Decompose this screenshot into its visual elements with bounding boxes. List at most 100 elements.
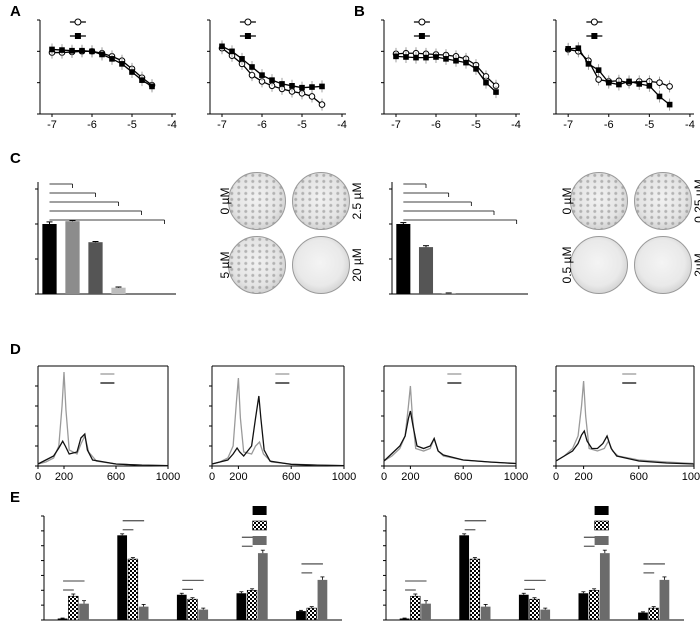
data-point-square	[626, 78, 632, 85]
bar-th1579	[480, 606, 491, 620]
bar-th588	[306, 607, 317, 621]
plate-concentration-label: 5 µM	[218, 251, 232, 279]
chart-C2	[389, 182, 528, 295]
data-point-square	[109, 56, 115, 62]
chart-E1	[41, 506, 342, 621]
bar-dmso	[578, 593, 589, 620]
histogram-dmso	[383, 385, 517, 465]
legend-swatch	[252, 520, 267, 531]
histogram-treatment	[211, 395, 345, 467]
bar-dmso	[236, 593, 247, 620]
legend-marker-square	[74, 33, 81, 39]
bar-10	[111, 287, 126, 294]
data-point-square	[403, 54, 409, 60]
bar-th588	[127, 558, 139, 621]
plate-concentration-label: 0 µM	[560, 187, 574, 215]
data-point-square	[99, 51, 105, 58]
x-tick-label: -4	[511, 119, 521, 131]
legend-swatch	[594, 536, 609, 545]
bar-th588	[246, 589, 258, 621]
panel-letter-e: E	[10, 489, 20, 506]
x-tick-label: 0	[381, 471, 387, 483]
chart-B2: -7 -6 -5 -4	[553, 18, 695, 131]
x-tick-label: -5	[127, 119, 137, 131]
histogram-treatment	[555, 429, 695, 465]
data-point-square	[149, 83, 155, 90]
data-point-square	[139, 77, 145, 83]
x-tick-label: 0	[553, 471, 559, 483]
histogram-treatment	[37, 432, 169, 467]
histogram-dmso	[211, 377, 345, 467]
legend-marker-circle	[74, 18, 82, 26]
x-tick-label: 1000	[504, 471, 528, 483]
plate-concentration-label: 20 µM	[350, 248, 364, 282]
legend-swatch	[252, 536, 267, 545]
data-point-circle	[666, 83, 673, 90]
bar-0.25	[418, 247, 434, 294]
bar-0	[42, 224, 57, 294]
data-point-square	[473, 66, 479, 72]
bar-th588	[469, 558, 481, 621]
bar-dmso	[117, 535, 128, 620]
bar-th1579	[540, 609, 551, 620]
data-point-circle	[318, 101, 326, 108]
x-tick-label: 1000	[332, 471, 356, 483]
data-point-square	[413, 54, 419, 61]
bar-th588	[187, 598, 198, 621]
bar-dmso	[518, 594, 529, 620]
data-point-square	[59, 47, 65, 53]
panel-letter-a: A	[10, 3, 21, 20]
data-point-square	[616, 81, 622, 88]
bar-th1579	[659, 579, 670, 620]
legend-marker-square	[418, 33, 425, 39]
bar-dmso	[296, 611, 306, 620]
data-point-square	[433, 54, 439, 60]
bar-th1579	[599, 553, 610, 620]
x-tick-label: 200	[401, 471, 419, 483]
data-point-square	[605, 79, 612, 86]
x-tick-label: 600	[630, 471, 648, 483]
data-point-circle	[656, 79, 663, 86]
colony-plate	[634, 236, 692, 294]
data-point-square	[229, 48, 235, 55]
bar-th588	[588, 589, 600, 621]
bar-th588	[529, 598, 540, 621]
bar-0.5	[441, 293, 456, 294]
x-tick-label: -6	[431, 119, 441, 131]
bar-dmso	[176, 594, 187, 620]
histogram-dmso	[37, 371, 169, 467]
data-point-square	[249, 64, 255, 70]
legend-marker-circle	[244, 18, 252, 26]
bar-0	[396, 224, 411, 294]
bar-th588	[68, 595, 79, 621]
data-point-square	[239, 56, 245, 62]
x-tick-label: 600	[107, 471, 125, 483]
data-point-square	[393, 53, 399, 60]
data-point-square	[453, 57, 459, 64]
legend-marker-circle	[418, 18, 426, 26]
data-point-square	[119, 61, 125, 67]
histogram-dmso	[555, 380, 695, 465]
data-point-square	[656, 93, 663, 100]
bar-th1579	[317, 579, 328, 620]
plate-concentration-label: 2.5 µM	[350, 182, 364, 220]
bar-dmso	[399, 618, 410, 620]
data-point-circle	[595, 76, 602, 83]
x-tick-label: 600	[282, 471, 300, 483]
data-point-square	[575, 45, 582, 51]
chart-D1: 0 200 600 1000	[35, 365, 180, 483]
x-tick-label: -4	[337, 119, 347, 131]
bar-th1579	[421, 603, 431, 620]
data-point-circle	[308, 93, 316, 100]
legend-marker-circle	[590, 18, 598, 26]
chart-A1: -7 -6 -5 -4	[37, 18, 177, 131]
colony-plate	[292, 236, 350, 294]
data-point-circle	[248, 71, 256, 79]
data-point-square	[79, 47, 85, 54]
bar-th1579	[257, 553, 268, 620]
chart-C1	[35, 182, 176, 295]
panel-letter-d: D	[10, 341, 21, 358]
data-point-square	[565, 46, 571, 52]
x-tick-label: -7	[563, 119, 573, 131]
bar-th588	[648, 607, 659, 621]
